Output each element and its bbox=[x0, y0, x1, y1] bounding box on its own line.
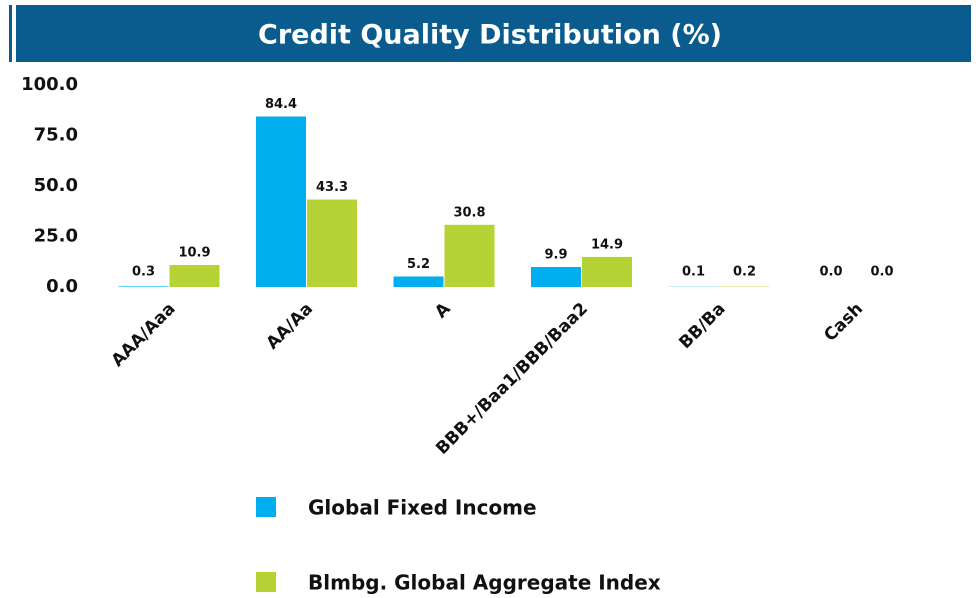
value-label: 14.9 bbox=[591, 237, 623, 252]
value-label: 5.2 bbox=[407, 257, 430, 272]
value-label: 9.9 bbox=[544, 248, 567, 263]
bar bbox=[531, 267, 581, 287]
y-tick-label: 0.0 bbox=[46, 276, 78, 297]
legend-label: Global Fixed Income bbox=[308, 496, 537, 520]
x-tick-label: BB/Ba bbox=[675, 299, 729, 353]
value-label: 43.3 bbox=[316, 180, 348, 195]
y-tick-label: 25.0 bbox=[34, 226, 78, 247]
y-tick-label: 100.0 bbox=[21, 74, 78, 95]
bar bbox=[118, 286, 169, 287]
bar bbox=[444, 224, 495, 287]
legend-label: Blmbg. Global Aggregate Index bbox=[308, 571, 661, 595]
value-label: 0.3 bbox=[132, 265, 155, 280]
value-label: 10.9 bbox=[178, 245, 210, 260]
value-label: 0.1 bbox=[682, 265, 705, 280]
bar bbox=[393, 276, 444, 287]
chart-title: Credit Quality Distribution (%) bbox=[258, 20, 722, 51]
x-tick-label: BBB+/Baa1/BBB/Baa2 bbox=[432, 299, 592, 459]
bar bbox=[582, 256, 632, 287]
x-tick-label: AAA/Aaa bbox=[108, 299, 180, 371]
bar bbox=[256, 116, 306, 288]
x-tick-label: A bbox=[431, 298, 455, 322]
x-tick-label: Cash bbox=[820, 299, 867, 346]
x-tick-label: AA/Aa bbox=[263, 299, 318, 354]
legend-swatch bbox=[256, 497, 276, 517]
value-label: 0.0 bbox=[870, 265, 893, 280]
header-edge bbox=[9, 5, 12, 62]
value-label: 30.8 bbox=[453, 205, 485, 220]
bar bbox=[307, 199, 357, 287]
legend-swatch bbox=[256, 572, 276, 592]
value-label: 0.2 bbox=[733, 265, 756, 280]
y-tick-label: 50.0 bbox=[34, 175, 78, 196]
y-tick-label: 75.0 bbox=[34, 125, 78, 146]
header-bar bbox=[16, 5, 971, 62]
value-label: 84.4 bbox=[265, 97, 297, 112]
value-label: 0.0 bbox=[819, 265, 842, 280]
bar bbox=[169, 264, 220, 287]
